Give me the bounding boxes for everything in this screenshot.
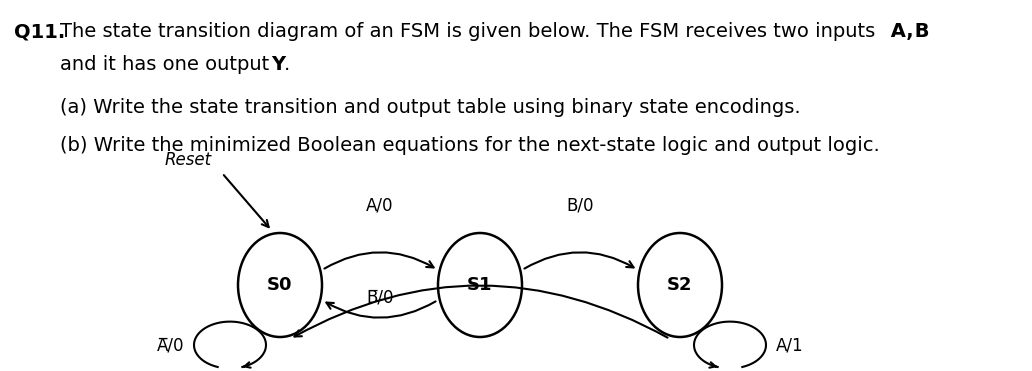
Text: B/0: B/0 [567, 197, 593, 215]
Text: B̅/0: B̅/0 [366, 289, 394, 307]
Text: S0: S0 [267, 276, 293, 294]
Text: Q11.: Q11. [14, 22, 65, 41]
Text: A/0: A/0 [366, 197, 394, 215]
Text: (b) Write the minimized Boolean equations for the next-state logic and output lo: (b) Write the minimized Boolean equation… [60, 136, 879, 155]
Text: A/1: A/1 [776, 336, 804, 354]
Text: .: . [284, 55, 290, 74]
Text: and it has one output: and it has one output [60, 55, 276, 74]
Text: S2: S2 [668, 276, 692, 294]
Text: A,: A, [884, 22, 913, 41]
Text: The state transition diagram of an FSM is given below. The FSM receives two inpu: The state transition diagram of an FSM i… [60, 22, 875, 41]
Text: Reset: Reset [165, 151, 212, 169]
Text: B: B [908, 22, 930, 41]
Text: S1: S1 [467, 276, 492, 294]
Text: A̅/0: A̅/0 [157, 336, 184, 354]
Text: (a) Write the state transition and output table using binary state encodings.: (a) Write the state transition and outpu… [60, 98, 801, 117]
Text: Y: Y [271, 55, 285, 74]
